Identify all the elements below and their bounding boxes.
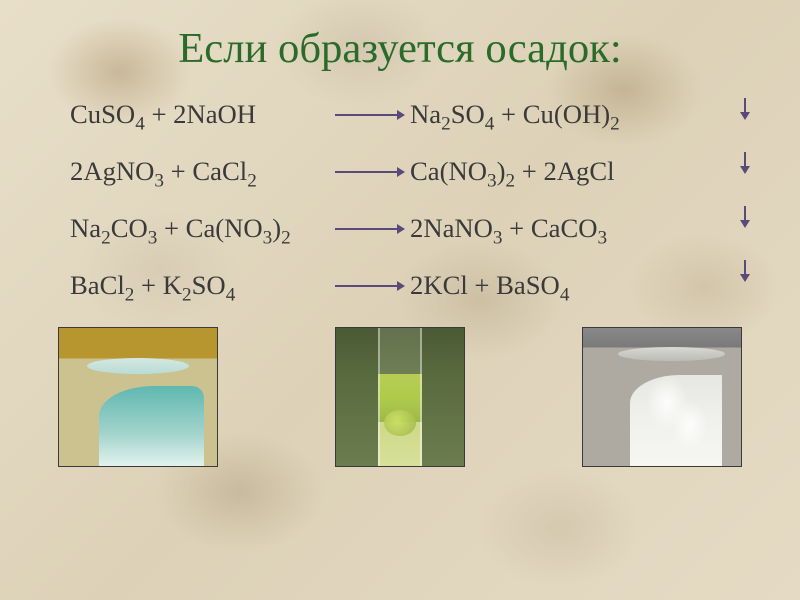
photo-beaker-cyan: [58, 327, 218, 467]
equation-lhs: BaCl2 + K2SO4: [70, 270, 330, 301]
equation-row: 2AgNO3 + CaCl2 Ca(NO3)2 + 2AgCl: [70, 156, 760, 187]
equation-rhs: Na2SO4 + Cu(OH)2: [410, 99, 760, 130]
equation-row: BaCl2 + K2SO4 2KCl + BaSO4: [70, 270, 760, 301]
equation-lhs: 2AgNO3 + CaCl2: [70, 156, 330, 187]
test-tube: [378, 327, 422, 467]
slide-content: Если образуется осадок: CuSO4 + 2NaOH Na…: [0, 0, 800, 600]
reaction-arrow: [330, 223, 410, 235]
equation-rhs: Ca(NO3)2 + 2AgCl: [410, 156, 760, 187]
equation-rhs: 2KCl + BaSO4: [410, 270, 760, 301]
down-arrow-icon: [738, 206, 752, 226]
down-arrow-icon: [738, 152, 752, 172]
experiment-photos: [40, 327, 760, 467]
equation-row: CuSO4 + 2NaOH Na2SO4 + Cu(OH)2: [70, 99, 760, 130]
equation-list: CuSO4 + 2NaOH Na2SO4 + Cu(OH)2 2AgNO3 + …: [70, 99, 760, 301]
down-arrow-icon: [738, 260, 752, 280]
precipitate-arrows: [738, 98, 752, 280]
slide-title: Если образуется осадок:: [40, 24, 760, 73]
reaction-arrow: [330, 280, 410, 292]
photo-beaker-white: [582, 327, 742, 467]
equation-lhs: Na2CO3 + Ca(NO3)2: [70, 213, 330, 244]
reaction-arrow: [330, 166, 410, 178]
equation-lhs: CuSO4 + 2NaOH: [70, 99, 330, 130]
reaction-arrow: [330, 109, 410, 121]
equation-row: Na2CO3 + Ca(NO3)2 2NaNO3 + CaCO3: [70, 213, 760, 244]
down-arrow-icon: [738, 98, 752, 118]
equation-rhs: 2NaNO3 + CaCO3: [410, 213, 760, 244]
photo-test-tube-green: [335, 327, 465, 467]
